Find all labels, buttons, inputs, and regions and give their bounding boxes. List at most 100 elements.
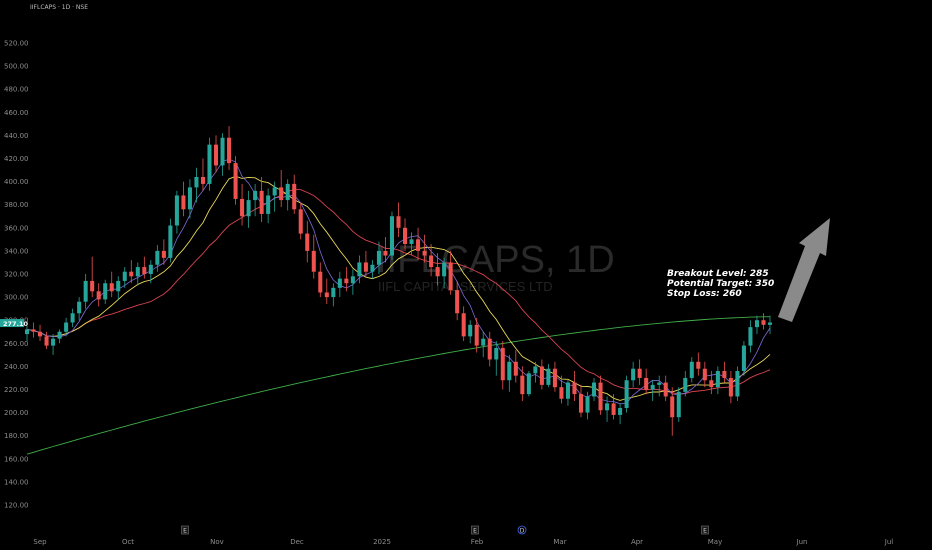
candle-body [331, 287, 336, 298]
candle-body [507, 361, 512, 381]
candle-body [585, 396, 590, 413]
candle-body [213, 144, 219, 166]
candle-body [728, 377, 733, 397]
candle-body [174, 195, 179, 226]
event-marker-label: E [703, 528, 707, 535]
candle-body [709, 380, 714, 388]
candle-body [187, 187, 192, 210]
candle-body [200, 176, 205, 184]
y-axis[interactable]: 120.00 140.00 160.00 180.00 200.00 220.00 240.… [4, 40, 29, 510]
candle-body [292, 183, 297, 210]
candle-body [611, 403, 616, 415]
candle-body [592, 382, 597, 397]
candle-body [578, 394, 584, 413]
event-marker-label: D [520, 528, 525, 535]
candle-body [546, 368, 551, 385]
candle-body [142, 267, 147, 274]
candle-body [220, 137, 225, 166]
candle-body [194, 176, 199, 188]
candle-body [442, 262, 447, 277]
candle-body [266, 195, 271, 214]
symbol-header: IIFLCAPS · 1D · NSE [30, 4, 88, 11]
x-tick-label: Jun [796, 538, 808, 546]
candle-body [51, 338, 56, 346]
candle-body [77, 301, 82, 314]
y-tick-label: 300.00 [4, 294, 29, 302]
event-marker-icon [181, 525, 189, 535]
candle-body [129, 271, 134, 277]
candle-body [168, 225, 173, 258]
candle-body [657, 382, 662, 385]
event-marker-icon [701, 525, 709, 535]
candle-body [155, 250, 160, 265]
candle-body [240, 198, 245, 217]
candle-body [109, 283, 114, 292]
candle-body [259, 190, 264, 214]
y-tick-label: 520.00 [4, 40, 29, 48]
candle-body [83, 280, 88, 302]
candle-body [624, 380, 629, 408]
candle-body [552, 368, 557, 388]
candle-body [350, 276, 355, 284]
y-tick-label: 460.00 [4, 109, 29, 117]
x-tick-label: Jul [884, 538, 894, 546]
candle-body [565, 382, 570, 399]
candle-body [357, 262, 362, 277]
candle-body [90, 280, 95, 292]
x-tick-label: Mar [553, 538, 566, 546]
y-tick-label: 320.00 [4, 271, 29, 279]
candle-body [318, 271, 323, 293]
candle-body [676, 391, 681, 418]
y-tick-label: 220.00 [4, 386, 29, 394]
candle-body [344, 278, 349, 284]
x-tick-label: Dec [290, 538, 304, 546]
y-tick-label: 420.00 [4, 155, 29, 163]
candle-body [337, 278, 342, 288]
candle-body [631, 368, 636, 381]
candle-body [122, 271, 127, 281]
y-tick-label: 440.00 [4, 132, 29, 140]
y-tick-label: 120.00 [4, 502, 29, 510]
candle-body [38, 331, 43, 337]
candle-body [618, 407, 623, 415]
candle-body [761, 320, 766, 325]
candle-body [598, 382, 603, 411]
candle-body [735, 371, 740, 397]
candle-body [429, 255, 434, 268]
x-tick-label: Apr [631, 538, 643, 546]
candle-body [670, 396, 675, 418]
candle-body [324, 292, 329, 298]
y-tick-label: 200.00 [4, 409, 29, 417]
candle-body [605, 403, 610, 411]
y-tick-label: 180.00 [4, 432, 29, 440]
x-tick-label: May [708, 538, 722, 546]
candle-body [409, 239, 414, 244]
y-tick-label: 500.00 [4, 63, 29, 71]
ma-200-line [26, 316, 771, 455]
candle-body [227, 137, 232, 164]
candle-body [702, 368, 707, 381]
candle-body [461, 313, 466, 337]
candle-body [383, 250, 388, 256]
event-marker-label: E [473, 528, 477, 535]
candle-body [376, 250, 381, 265]
candle-body [748, 327, 753, 346]
x-axis[interactable]: Sep Oct Nov Dec 2025 Feb Mar Apr May Jun Jul [33, 538, 893, 546]
x-tick-label: Feb [471, 538, 484, 546]
candle-body [559, 387, 564, 399]
candle-body [279, 187, 284, 201]
candle-body [44, 336, 49, 346]
candle-body [31, 329, 36, 332]
price-badge-bg [0, 319, 24, 328]
candle-body [487, 338, 492, 360]
candle-body [207, 144, 212, 184]
candle-body [689, 361, 694, 378]
watermark-title: IIFLCAPS, 1D [376, 239, 615, 281]
y-tick-label: 140.00 [4, 478, 29, 486]
candle-body [533, 366, 538, 374]
candle-body [500, 347, 505, 381]
x-tick-label: 2025 [373, 538, 391, 546]
y-tick-label: 480.00 [4, 86, 29, 94]
